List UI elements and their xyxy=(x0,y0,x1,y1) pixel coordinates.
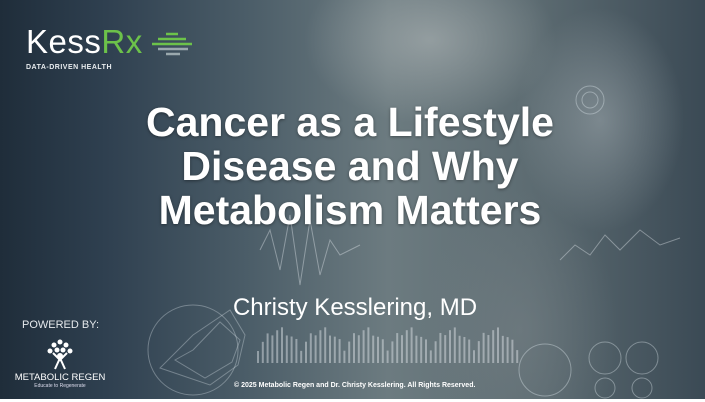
kessrx-logo: KessRx DATA-DRIVEN HEALTH xyxy=(26,25,194,72)
pie-chart-decoration xyxy=(518,85,659,399)
metabolic-regen-logo: METABOLIC REGEN Educate to Regenerate xyxy=(10,338,110,389)
slide-title: Cancer as a Lifestyle Disease and Why Me… xyxy=(146,99,554,233)
logo-brand-accent: Rx xyxy=(101,23,143,60)
data-stripes-icon xyxy=(152,33,193,56)
waveform-decoration xyxy=(259,214,361,286)
tree-person-icon xyxy=(47,339,73,370)
org-tagline: Educate to Regenerate xyxy=(34,383,86,389)
author-name: Christy Kesslering, MD xyxy=(232,294,478,321)
logo-brand-main: Kess xyxy=(26,23,102,60)
bar-chart-decoration xyxy=(257,327,519,363)
org-name: METABOLIC REGEN xyxy=(14,372,106,383)
radar-chart-decoration xyxy=(147,304,246,396)
copyright-notice: © 2025 Metabolic Regen and Dr. Christy K… xyxy=(234,382,476,389)
powered-by-label: POWERED BY: xyxy=(22,319,100,331)
line-chart-decoration xyxy=(559,229,681,261)
logo-tagline: DATA-DRIVEN HEALTH xyxy=(26,64,112,71)
